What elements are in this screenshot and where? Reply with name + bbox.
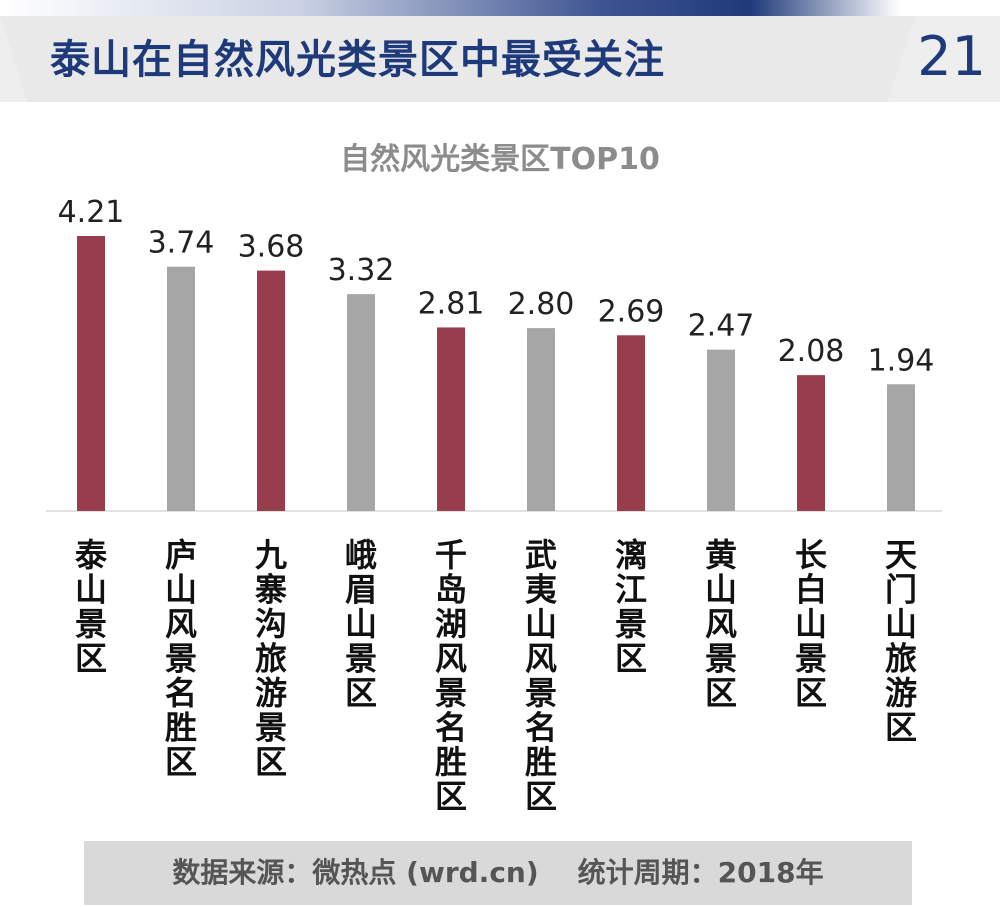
bar-10 bbox=[887, 384, 915, 511]
data-label-9: 2.08 bbox=[778, 334, 845, 369]
category-label-10: 天门山旅游区 bbox=[885, 536, 917, 747]
bar-9 bbox=[797, 375, 825, 511]
bar-1 bbox=[77, 236, 105, 511]
bar-3 bbox=[257, 270, 285, 511]
page-number: 21 bbox=[917, 25, 986, 88]
bar-7 bbox=[617, 335, 645, 511]
category-label-2: 庐山风景名胜区 bbox=[165, 536, 197, 781]
category-label-5: 千岛湖风景名胜区 bbox=[435, 536, 467, 816]
data-label-4: 3.32 bbox=[328, 253, 395, 288]
data-label-8: 2.47 bbox=[688, 309, 755, 344]
category-label-4: 峨眉山景区 bbox=[345, 536, 377, 712]
data-label-1: 4.21 bbox=[58, 195, 125, 230]
footer-source-text: 数据来源：微热点 (wrd.cn) 统计周期：2018年 bbox=[172, 856, 824, 889]
bar-8 bbox=[707, 349, 735, 511]
data-label-10: 1.94 bbox=[868, 343, 935, 378]
category-label-3: 九寨沟旅游景区 bbox=[255, 536, 287, 781]
data-label-5: 2.81 bbox=[418, 286, 485, 321]
page-title: 泰山在自然风光类景区中最受关注 bbox=[50, 37, 665, 83]
data-label-7: 2.69 bbox=[598, 294, 665, 329]
category-label-9: 长白山景区 bbox=[795, 536, 827, 712]
header-gradient-strip bbox=[0, 0, 1000, 16]
header-band-main bbox=[0, 16, 915, 102]
bar-6 bbox=[527, 328, 555, 511]
bar-4 bbox=[347, 294, 375, 511]
data-label-2: 3.74 bbox=[148, 226, 215, 261]
category-label-1: 泰山景区 bbox=[75, 536, 108, 678]
chart-title: 自然风光类景区TOP10 bbox=[340, 142, 660, 177]
data-label-6: 2.80 bbox=[508, 287, 575, 322]
bar-2 bbox=[167, 266, 195, 511]
category-label-7: 漓江景区 bbox=[615, 536, 647, 678]
bar-5 bbox=[437, 327, 465, 511]
footer-band bbox=[84, 841, 912, 905]
category-label-8: 黄山风景区 bbox=[705, 536, 737, 712]
data-label-3: 3.68 bbox=[238, 230, 305, 265]
category-label-6: 武夷山风景名胜区 bbox=[525, 536, 557, 816]
